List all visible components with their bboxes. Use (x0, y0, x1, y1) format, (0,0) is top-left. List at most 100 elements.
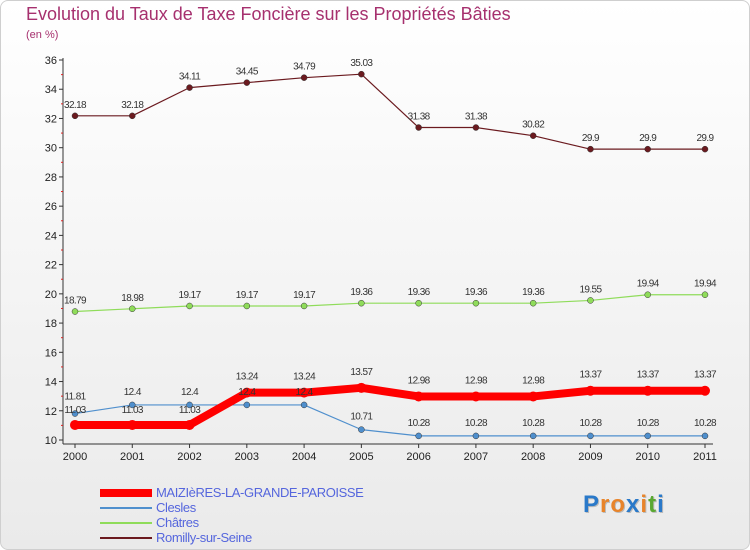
data-point (644, 145, 651, 153)
data-label: 11.81 (64, 392, 86, 403)
x-tick-label: 2006 (406, 451, 430, 463)
data-point (587, 145, 594, 153)
legend-swatch (100, 506, 152, 509)
logo-letter: t (648, 491, 658, 518)
y-tick-label: 26 (45, 201, 57, 213)
data-point (415, 432, 422, 440)
data-point (241, 387, 252, 398)
data-label: 18.98 (121, 293, 144, 304)
data-point (300, 74, 308, 81)
data-point (472, 124, 480, 131)
data-point (701, 432, 709, 440)
data-point (470, 391, 481, 402)
data-label: 19.55 (579, 284, 602, 295)
chart-title: Evolution du Taux de Taxe Foncière sur l… (26, 4, 511, 24)
series-line (74, 73, 706, 150)
data-label: 13.37 (579, 370, 602, 381)
x-tick-label: 2011 (693, 451, 717, 463)
data-label: 19.36 (350, 287, 373, 298)
x-tick-label: 2005 (349, 451, 373, 463)
data-point (529, 132, 537, 139)
data-point (528, 391, 539, 402)
data-label: 29.9 (696, 133, 714, 144)
chart-legend: MAIZIèRES-LA-GRANDE-PAROISSE Clesles Châtr… (100, 485, 364, 545)
data-point (529, 432, 537, 440)
y-tick-label: 30 (45, 143, 57, 155)
x-tick-label: 2008 (521, 451, 545, 463)
legend-swatch (100, 536, 152, 539)
x-tick-label: 2007 (464, 451, 488, 463)
data-label: 10.71 (350, 412, 373, 423)
data-label: 12.98 (465, 375, 488, 386)
data-label: 11.03 (179, 405, 201, 416)
legend-item: Clesles (100, 500, 363, 515)
data-point (243, 401, 251, 409)
data-label: 29.9 (639, 133, 657, 144)
series-line (71, 383, 709, 429)
y-unit-label: (en %) (26, 29, 59, 41)
legend-label: Clesles (156, 500, 196, 515)
data-label: 13.37 (637, 370, 660, 381)
data-point (472, 299, 480, 307)
data-label: 19.94 (637, 279, 660, 290)
data-label: 30.82 (522, 120, 545, 131)
legend-swatch (100, 521, 152, 524)
legend-label: MAIZIèRES-LA-GRANDE-PAROISSE (156, 485, 364, 500)
data-label: 13.24 (293, 372, 316, 383)
data-label: 34.11 (179, 72, 201, 83)
data-label: 12.4 (124, 387, 142, 398)
y-tick-label: 28 (45, 172, 57, 184)
data-point (129, 401, 136, 409)
data-label: 19.36 (465, 287, 488, 298)
logo-letter: o (610, 491, 627, 518)
data-point (71, 308, 79, 315)
data-label: 19.94 (694, 279, 717, 290)
x-tick-label: 2003 (235, 451, 259, 463)
logo-letter: x (626, 491, 641, 518)
data-point (186, 401, 193, 409)
y-tick-label: 24 (45, 230, 57, 242)
series-line (74, 404, 706, 437)
y-tick-label: 16 (45, 347, 57, 359)
data-point (472, 432, 480, 440)
data-label: 19.17 (179, 290, 202, 301)
x-tick-label: 2001 (120, 451, 144, 463)
data-point (186, 302, 193, 310)
data-point (358, 426, 365, 433)
data-label: 10.28 (522, 418, 545, 429)
data-label: 11.03 (122, 405, 144, 416)
data-point (71, 112, 79, 120)
logo-letter: i (657, 491, 665, 518)
data-label: 13.24 (236, 372, 259, 383)
x-tick-label: 2009 (578, 451, 602, 463)
x-tick-label: 2000 (63, 451, 87, 463)
legend-label: Châtres (156, 515, 199, 530)
data-label: 10.28 (694, 418, 717, 429)
data-label: 32.18 (121, 100, 144, 111)
data-label: 10.28 (579, 418, 602, 429)
data-point (415, 124, 422, 131)
data-label: 10.28 (408, 418, 431, 429)
data-point (358, 299, 365, 307)
data-label: 32.18 (64, 100, 87, 111)
legend-item: Châtres (100, 515, 363, 530)
data-point (299, 387, 310, 398)
x-tick-label: 2010 (635, 451, 659, 463)
y-tick-label: 20 (45, 289, 57, 301)
data-label: 12.4 (296, 387, 314, 398)
data-label: 13.37 (694, 370, 717, 381)
data-label: 34.79 (293, 62, 316, 73)
data-point (587, 432, 594, 440)
data-point (300, 302, 308, 310)
logo-letter: P (583, 491, 601, 518)
data-point (186, 84, 193, 91)
y-tick-label: 14 (45, 377, 57, 389)
data-label: 12.98 (522, 375, 545, 386)
data-label: 12.4 (181, 387, 199, 398)
data-point (529, 299, 537, 307)
legend-label: Romilly-sur-Seine (156, 530, 252, 545)
data-point (701, 145, 709, 153)
y-tick-label: 36 (45, 55, 57, 67)
y-tick-label: 34 (45, 84, 57, 96)
data-point (70, 419, 80, 430)
